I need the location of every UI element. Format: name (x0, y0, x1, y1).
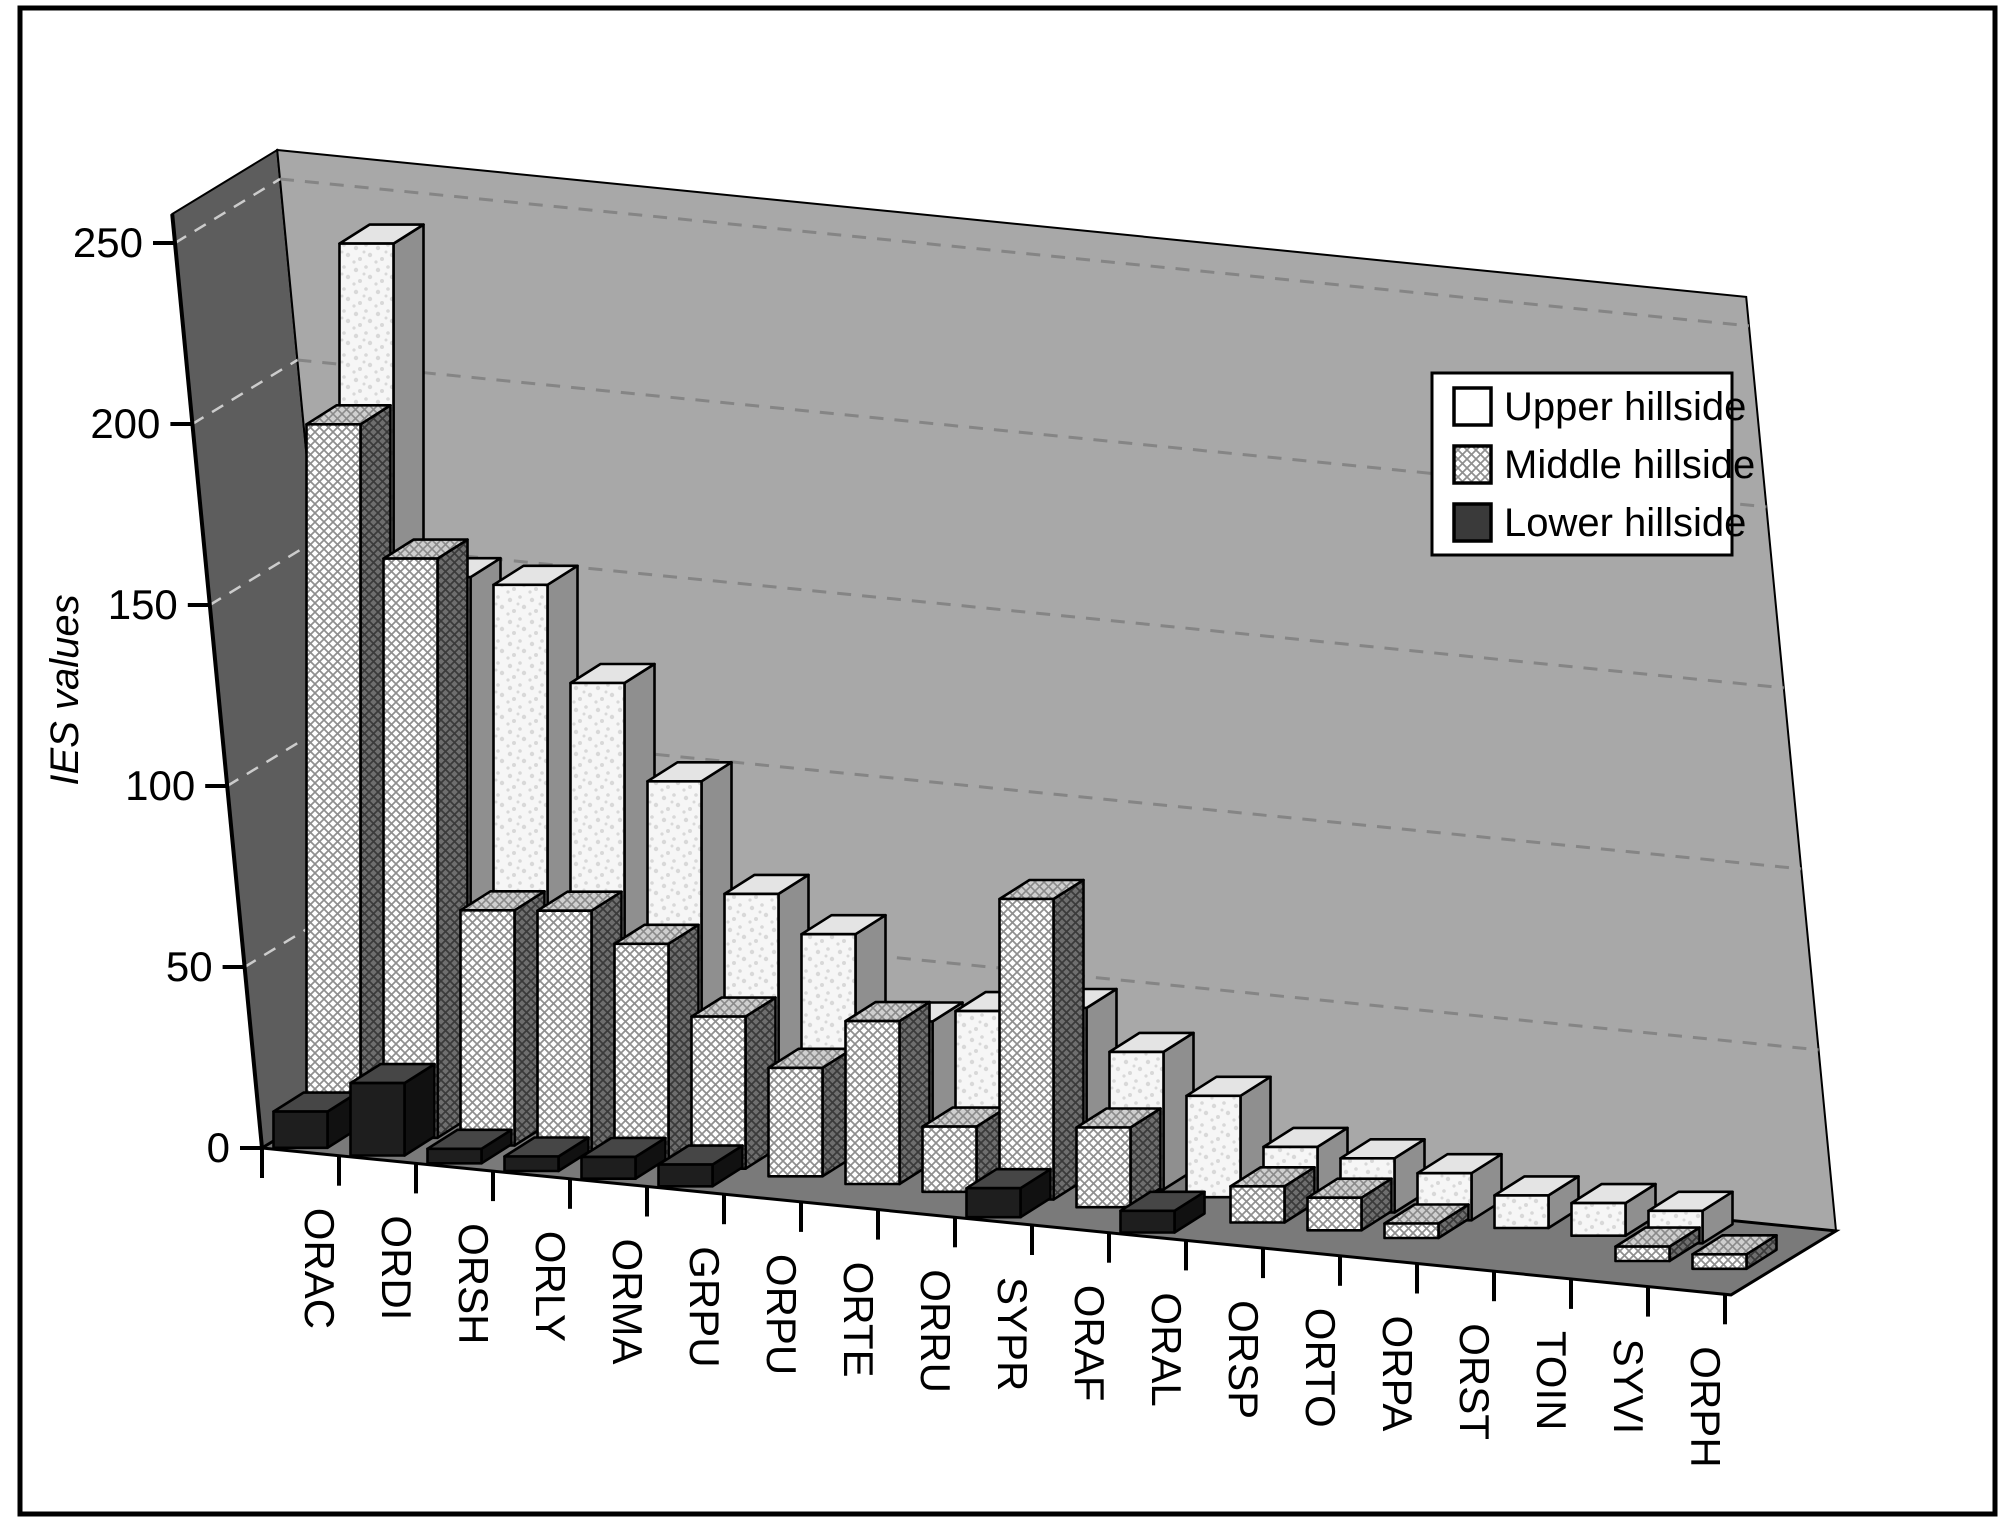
bar-ORLY-lower (503, 1136, 590, 1173)
y-tick-label-50: 50 (166, 943, 213, 990)
bar-ORSH-middle (459, 889, 546, 1147)
x-label-ORDI: ORDI (373, 1215, 420, 1320)
x-label-ORPA: ORPA (1374, 1316, 1421, 1432)
bar-ORMA-middle (613, 923, 700, 1163)
x-label-ORTE: ORTE (835, 1262, 882, 1378)
gridline-leftwall-250 (174, 177, 281, 245)
bar-SYVI-middle (1614, 1226, 1701, 1263)
x-label-ORAL: ORAL (1143, 1292, 1190, 1406)
bar-ORMA-lower (580, 1136, 667, 1180)
legend-item-middle: Middle hillside (1452, 443, 1755, 487)
bar-SYPR-lower (965, 1167, 1052, 1219)
x-label-ORAC: ORAC (296, 1208, 343, 1329)
bar-ORLY-middle (536, 890, 623, 1155)
x-label-ORTO: ORTO (1297, 1308, 1344, 1428)
bar-ORST-upper (1493, 1175, 1580, 1230)
x-axis-ticks (260, 1148, 1727, 1325)
bars (272, 223, 1778, 1271)
gridline-leftwall-150 (209, 539, 316, 607)
legend-swatch-icon (1452, 502, 1493, 543)
y-tick-label-250: 250 (73, 219, 143, 266)
gridline-leftwall-200 (191, 358, 299, 426)
bar-ORSP-middle (1229, 1166, 1316, 1224)
legend-swatch-icon (1452, 444, 1493, 485)
bar-ORPH-middle (1691, 1234, 1778, 1271)
legend: Upper hillside Middle hillside Lower hills… (1430, 371, 1755, 557)
bar-ORPU-middle (767, 1047, 854, 1178)
y-tick-label-200: 200 (90, 400, 160, 447)
bar-ORAL-lower (1119, 1190, 1206, 1234)
legend-label: Upper hillside (1504, 385, 1746, 429)
x-label-SYPR: SYPR (989, 1277, 1036, 1391)
legend-label: Middle hillside (1504, 443, 1755, 487)
x-label-SYVI: SYVI (1605, 1339, 1652, 1435)
bar-GRPU-lower (657, 1144, 744, 1188)
y-axis-line (170, 213, 264, 1149)
legend-item-lower: Lower hillside (1452, 501, 1746, 545)
gridline-backwall-150 (314, 539, 1784, 690)
x-label-TOIN: TOIN (1528, 1331, 1575, 1431)
gridline-backwall-100 (332, 720, 1802, 871)
x-axis-labels: ORAC ORDI ORSH ORLY ORMA GRPU ORPU ORTE ORRU SYPR… (296, 1208, 1729, 1468)
x-label-GRPU: GRPU (681, 1246, 728, 1367)
bar-ORAC-middle (305, 403, 392, 1132)
y-axis: 0 50 100 150 200 250 (73, 213, 264, 1171)
y-tick-label-150: 150 (108, 581, 178, 628)
y-tick-label-100: 100 (125, 762, 195, 809)
y-axis-title: IES values (43, 594, 87, 785)
x-label-ORMA: ORMA (604, 1239, 651, 1365)
x-label-ORPH: ORPH (1682, 1346, 1729, 1467)
bar-ORDI-middle (382, 538, 469, 1140)
gridline-backwall-250 (279, 177, 1750, 328)
x-label-ORSH: ORSH (450, 1223, 497, 1344)
x-label-ORLY: ORLY (527, 1231, 574, 1342)
bar-ORSH-lower (426, 1128, 513, 1165)
bar-SYPR-middle (998, 878, 1085, 1201)
legend-item-upper: Upper hillside (1452, 385, 1746, 429)
bar-ORDI-lower (349, 1062, 436, 1157)
bar-GRPU-middle (690, 996, 777, 1170)
x-label-ORRU: ORRU (912, 1269, 959, 1393)
legend-label: Lower hillside (1504, 501, 1746, 545)
y-tick-label-0: 0 (207, 1124, 230, 1171)
bar-ORPA-middle (1383, 1203, 1470, 1240)
bar-ORTO-middle (1306, 1177, 1393, 1232)
x-label-ORST: ORST (1451, 1323, 1498, 1440)
bar-ORTE-middle (844, 1000, 931, 1186)
x-label-ORAF: ORAF (1066, 1285, 1113, 1402)
x-label-ORPU: ORPU (758, 1254, 805, 1375)
x-label-ORSP: ORSP (1220, 1300, 1267, 1419)
legend-swatch-icon (1452, 386, 1493, 427)
